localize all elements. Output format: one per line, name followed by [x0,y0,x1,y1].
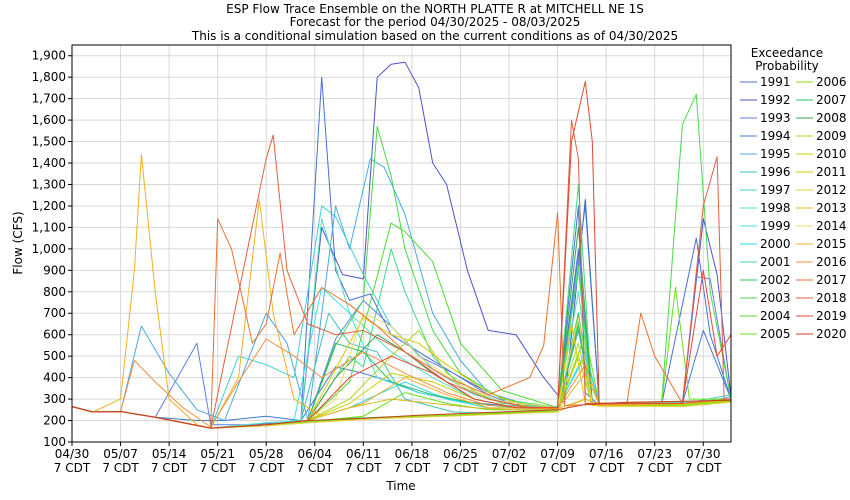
x-tick-label-date: 07/09 [540,447,575,461]
legend-label-1995: 1995 [760,147,791,161]
legend-label-2019: 2019 [816,309,847,323]
legend-label-2009: 2009 [816,129,847,143]
y-tick-label: 1,000 [32,242,66,256]
x-tick-label-date: 05/07 [103,447,138,461]
x-axis-label: Time [385,479,415,493]
x-tick-label-time: 7 CDT [297,461,334,475]
y-axis-label: Flow (CFS) [11,211,25,274]
legend-label-2015: 2015 [816,237,847,251]
x-tick-label-time: 7 CDT [102,461,139,475]
legend-title-line-2: Probability [755,59,818,73]
y-tick-label: 1,900 [32,49,66,63]
y-tick-label: 300 [43,392,66,406]
x-tick-label-time: 7 CDT [442,461,479,475]
legend-label-2016: 2016 [816,255,847,269]
legend-label-2008: 2008 [816,111,847,125]
legend-label-2000: 2000 [760,237,791,251]
x-tick-label-date: 06/18 [395,447,430,461]
legend-label-2018: 2018 [816,291,847,305]
legend-label-2005: 2005 [760,327,791,341]
x-tick-label-date: 06/04 [297,447,332,461]
x-tick-label-date: 05/14 [152,447,187,461]
legend-label-2013: 2013 [816,201,847,215]
y-tick-label: 600 [43,328,66,342]
legend-label-2006: 2006 [816,75,847,89]
legend-label-2014: 2014 [816,219,847,233]
x-tick-label-time: 7 CDT [539,461,576,475]
legend-label-2020: 2020 [816,327,847,341]
chart-title-line-1: ESP Flow Trace Ensemble on the NORTH PLA… [226,2,644,16]
y-tick-label: 800 [43,285,66,299]
x-tick-label-date: 07/23 [637,447,672,461]
legend-items: 1991 1992 1993 1994 1995 1996 1997 1998 1999 2000… [740,75,847,341]
legend-label-2011: 2011 [816,165,847,179]
y-tick-label: 1,500 [32,135,66,149]
legend-label-1996: 1996 [760,165,791,179]
legend-label-1997: 1997 [760,183,791,197]
chart-title-line-3: This is a conditional simulation based o… [191,29,678,43]
y-tick-label: 200 [43,414,66,428]
legend-title-line-1: Exceedance [751,46,823,60]
x-tick-label-date: 05/28 [249,447,284,461]
y-tick-label: 1,300 [32,177,66,191]
legend-label-1992: 1992 [760,93,791,107]
legend-label-2004: 2004 [760,309,791,323]
y-tick-label: 900 [43,263,66,277]
series-line-2016 [71,338,732,428]
legend-label-2007: 2007 [816,93,847,107]
x-tick-label-time: 7 CDT [248,461,285,475]
y-tick-label: 400 [43,371,66,385]
y-tick-label: 500 [43,349,66,363]
x-tick-label-time: 7 CDT [394,461,431,475]
x-tick-label-date: 07/30 [686,447,721,461]
legend-label-1993: 1993 [760,111,791,125]
legend: Exceedance Probability 19911992199319941… [740,46,847,341]
series-lines [71,61,732,429]
x-tick-label-date: 06/11 [346,447,381,461]
y-tick-label: 1,600 [32,113,66,127]
y-tick-label: 1,100 [32,220,66,234]
x-tick-label-time: 7 CDT [588,461,625,475]
legend-label-1994: 1994 [760,129,791,143]
x-tick-label-time: 7 CDT [151,461,188,475]
y-tick-label: 1,800 [32,70,66,84]
legend-label-2010: 2010 [816,147,847,161]
grid [71,45,731,443]
plot-frame [71,44,732,443]
series-line-2020 [71,399,732,429]
legend-label-2003: 2003 [760,291,791,305]
x-tick-label-time: 7 CDT [345,461,382,475]
x-tick-label-time: 7 CDT [491,461,528,475]
y-axis: 100 200 300 400 500 600 700 800 900 1,000 1,100 1,2… [32,49,72,449]
y-tick-label: 100 [43,435,66,449]
x-tick-label-date: 06/25 [443,447,478,461]
legend-label-2002: 2002 [760,273,791,287]
x-tick-label-time: 7 CDT [636,461,673,475]
x-tick-label-time: 7 CDT [54,461,91,475]
chart-title-line-2: Forecast for the period 04/30/2025 - 08/… [290,15,581,29]
legend-label-1991: 1991 [760,75,791,89]
x-tick-label-date: 05/21 [200,447,235,461]
y-tick-label: 1,200 [32,199,66,213]
legend-label-1998: 1998 [760,201,791,215]
y-tick-label: 1,400 [32,156,66,170]
x-tick-label-time: 7 CDT [199,461,236,475]
legend-label-1999: 1999 [760,219,791,233]
x-tick-label-date: 04/30 [55,447,90,461]
y-tick-label: 1,700 [32,92,66,106]
legend-label-2012: 2012 [816,183,847,197]
y-tick-label: 700 [43,306,66,320]
x-tick-label-time: 7 CDT [685,461,722,475]
x-tick-label-date: 07/02 [492,447,527,461]
x-tick-label-date: 07/16 [589,447,624,461]
legend-label-2001: 2001 [760,255,791,269]
legend-label-2017: 2017 [816,273,847,287]
